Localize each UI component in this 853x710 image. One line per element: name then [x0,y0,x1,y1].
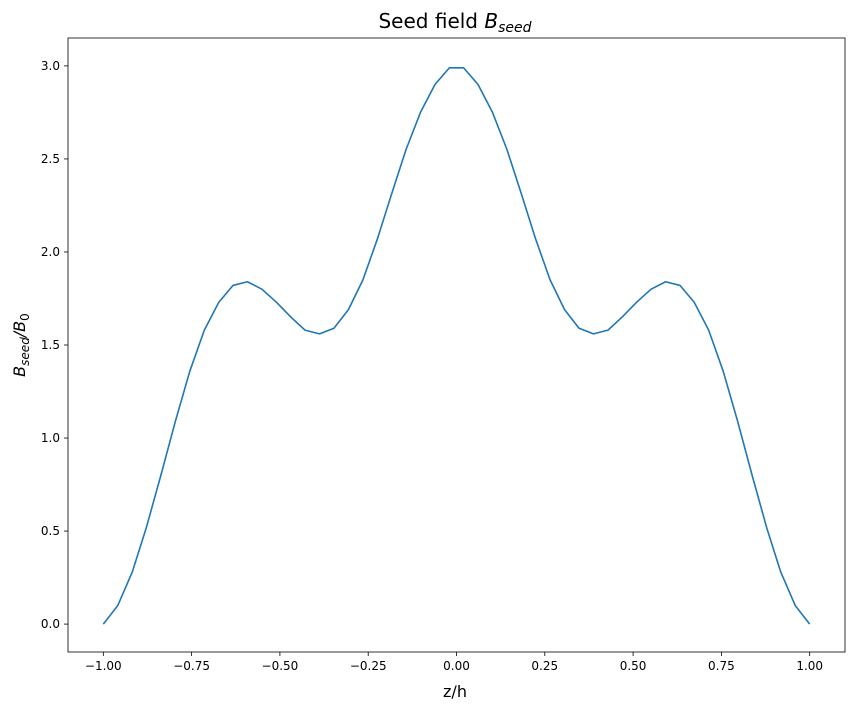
y-tick-label: 2.0 [41,245,60,259]
y-tick-label: 3.0 [41,59,60,73]
x-tick-label: 0.75 [708,659,735,673]
x-tick-label: 0.25 [531,659,558,673]
x-tick-label: −1.00 [85,659,122,673]
plot-frame [67,37,846,653]
x-tick-label: 1.00 [796,659,823,673]
y-tick-label: 1.0 [41,431,60,445]
y-axis-label: Bseed/B0 [10,313,32,377]
x-axis-label: z/h [443,682,467,701]
plot-area [67,37,846,653]
y-tick-label: 1.5 [41,338,60,352]
chart-title: Seed field Bseed [378,9,531,36]
x-tick-label: −0.50 [262,659,299,673]
x-tick-label: −0.25 [350,659,387,673]
x-axis: −1.00 −0.75 −0.50 −0.25 0.00 0.25 0.50 0.75 1.00 [85,652,823,673]
y-tick-label: 0.0 [41,617,60,631]
x-tick-label: −0.75 [173,659,210,673]
y-tick-label: 2.5 [41,152,60,166]
x-tick-label: 0.00 [443,659,470,673]
y-tick-label: 0.5 [41,524,60,538]
x-tick-label: 0.50 [620,659,647,673]
series-line [102,66,811,625]
y-axis: 0.0 0.5 1.0 1.5 2.0 2.5 3.0 [41,59,68,631]
